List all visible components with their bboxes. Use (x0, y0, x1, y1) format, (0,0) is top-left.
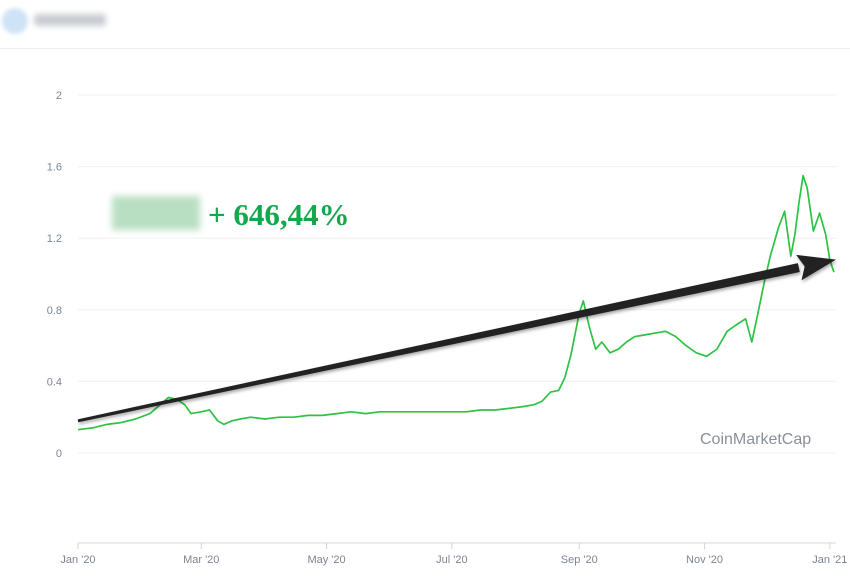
coin-logo-icon (2, 8, 28, 34)
x-tick-label: Sep '20 (561, 554, 598, 566)
x-tick-label: Jan '21 (812, 554, 847, 566)
y-tick-label: 0.8 (47, 305, 62, 317)
y-tick-label: 1.2 (47, 233, 62, 245)
watermark-text: CoinMarketCap (700, 431, 811, 448)
y-tick-label: 2 (56, 90, 62, 102)
redacted-coin-symbol (112, 196, 200, 230)
x-tick-label: Jul '20 (436, 554, 467, 566)
trend-arrow (77, 254, 836, 423)
price-line (77, 174, 835, 431)
grid-lines (78, 94, 836, 454)
coin-name-redacted (34, 14, 106, 26)
y-axis: 0 0.4 0.8 1.2 1.6 2 (47, 90, 62, 460)
x-axis: Jan '20 Mar '20 May '20 Jul '20 Sep '20 Nov '… (60, 543, 847, 566)
top-bar (0, 0, 850, 49)
x-tick-label: Jan '20 (60, 554, 95, 566)
y-tick-label: 0 (56, 448, 62, 460)
trend-arrow-shaft (77, 263, 800, 423)
y-tick-label: 1.6 (47, 162, 62, 174)
x-tick-label: Mar '20 (183, 554, 219, 566)
x-tick-label: Nov '20 (686, 554, 723, 566)
trend-arrow-head (796, 254, 836, 281)
percent-change-label: + 646,44% (208, 197, 350, 232)
y-tick-label: 0.4 (47, 376, 62, 388)
x-tick-label: May '20 (307, 554, 345, 566)
